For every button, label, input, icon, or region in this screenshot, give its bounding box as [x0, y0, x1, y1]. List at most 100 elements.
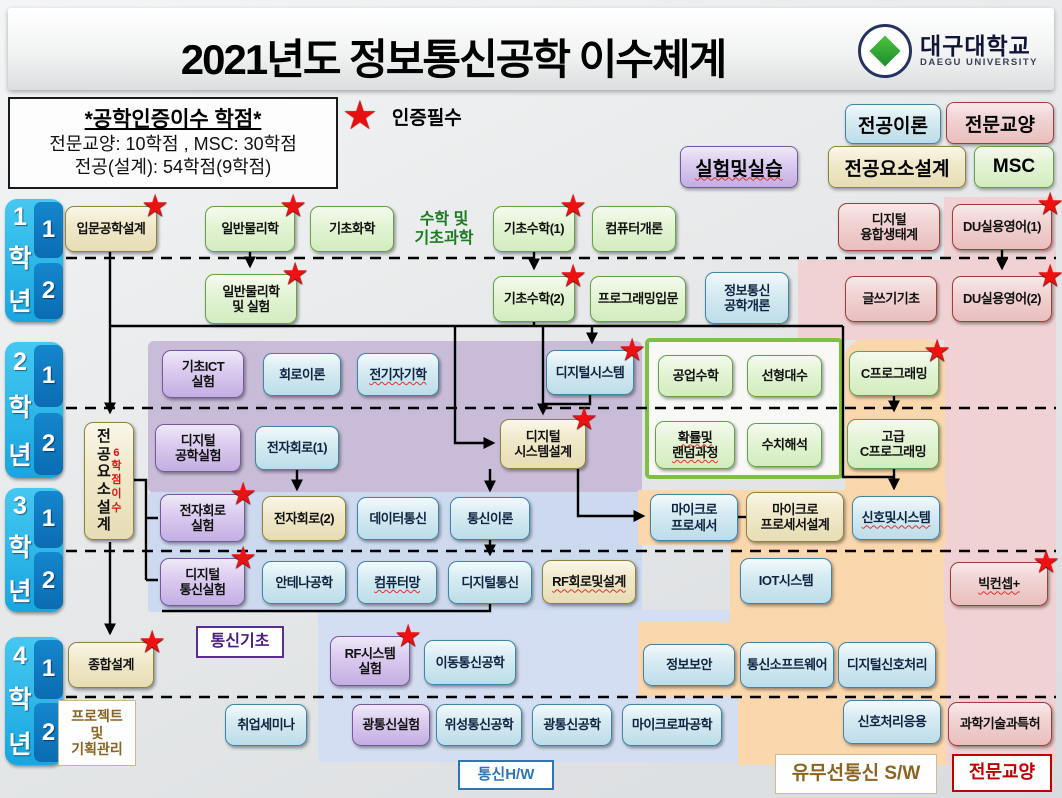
course-label: 디지털신호처리: [847, 657, 928, 672]
course-box: 전자회로(2): [262, 496, 346, 541]
course-label: 기초수학(1): [504, 221, 565, 236]
course-label-line: 시스템설계: [514, 444, 572, 459]
course-label: 전자회로 실험: [180, 503, 226, 534]
course-label: 선형대수: [762, 368, 808, 383]
course-box: ★ 빅컨셉+: [950, 546, 1060, 606]
course-box: 전자회로(1): [255, 426, 339, 470]
course-label: 이동통신공학: [436, 655, 505, 670]
course-label: 취업세미나: [237, 717, 295, 732]
year-char: 4: [13, 641, 27, 670]
course-label-line: 공학실험: [175, 448, 221, 463]
group-label: 수학 및 기초과학: [398, 207, 490, 251]
course-label-line: 고급: [881, 428, 905, 444]
course-label-line: 컴퓨터개론: [605, 221, 663, 237]
course-label-line: 마이크로파공학: [631, 717, 713, 733]
course-box: 기초화학: [310, 206, 394, 252]
course-box: 통신이론: [450, 497, 530, 540]
group-label-line: 및: [90, 724, 104, 741]
course-label-line: 마이크로: [772, 501, 818, 517]
char: 계: [97, 516, 111, 534]
star-note: ★ 인증필수: [342, 96, 462, 136]
course-box: ★ RF시스템 실험: [330, 620, 422, 686]
char: 학: [111, 460, 121, 473]
course-label: IOT시스템: [759, 573, 814, 588]
year-char: 년: [8, 578, 32, 607]
group-label-line: 기획관리: [71, 741, 123, 758]
course-label-line: 안테나공학: [275, 574, 333, 590]
required-star-icon: ★: [141, 188, 169, 223]
course-label-line: DU실용영어(2): [962, 291, 1042, 307]
course-label: 일반물리학 및 실험: [222, 283, 280, 315]
required-star-icon: ★: [1032, 544, 1060, 579]
course-box: 디지털 공학실험: [155, 424, 241, 472]
course-label-line: 선형대수: [761, 368, 808, 384]
course-box: 회로이론: [263, 353, 341, 396]
course-label-line: 일반물리학: [222, 283, 280, 299]
course-label-line: 통신이론: [467, 510, 513, 526]
course-label: 디지털 융합생태계: [860, 212, 918, 243]
course-label-line: 통신실험: [179, 582, 226, 597]
course-label-line: 실험: [191, 374, 215, 389]
course-box: 확률및 랜덤과정: [655, 421, 735, 469]
char: 공: [97, 445, 111, 463]
course-label-line: 실험: [191, 518, 214, 533]
year-char: 2: [13, 347, 27, 376]
university-name-en: DAEGU UNIVERSITY: [920, 57, 1038, 69]
course-label: RF시스템 실험: [345, 646, 396, 677]
course-label-line: 기초화학: [329, 221, 375, 237]
course-label-line: 전기자기학: [369, 366, 427, 382]
course-label-line: 프로세서: [671, 517, 717, 533]
university-seal-icon: [858, 24, 913, 78]
course-box: 수치해석: [747, 423, 822, 467]
university-name: 대구대학교: [920, 32, 1031, 59]
required-star-icon: ★: [570, 401, 598, 436]
year-char: 학: [8, 394, 32, 423]
group-label-line: 통신기초: [210, 633, 270, 651]
course-label: 위성통신공학: [445, 717, 514, 732]
course-label-line: 전자회로: [179, 502, 226, 518]
course-label: RF회로및설계: [552, 574, 626, 589]
course-box: ★ 기초수학(2): [493, 260, 587, 322]
legend-box: 전공이론: [845, 104, 941, 144]
group-label-text: 유무선통신 S/W: [792, 763, 921, 786]
char: 설: [97, 498, 111, 516]
course-label: 디지털통신: [461, 575, 519, 590]
course-label-line: C프로그래밍: [860, 365, 928, 381]
university-logo: 대구대학교 DAEGU UNIVERSITY: [858, 24, 1038, 78]
course-label: 고급 C프로그래밍: [860, 428, 927, 460]
legend-box: MSC: [974, 146, 1054, 188]
course-label: 전기자기학: [369, 366, 427, 382]
course-box: ★ 기초수학(1): [493, 190, 587, 252]
required-star-icon: ★: [229, 476, 257, 511]
legend-box: 실험및실습: [680, 146, 798, 188]
course-box: 기초ICT 실험: [162, 350, 244, 398]
year-char: 년: [8, 730, 32, 759]
course-box: 정보통신 공학개론: [705, 272, 789, 324]
course-label-line: 이동통신공학: [435, 654, 505, 670]
group-label: 프로젝트 및 기획관리: [58, 700, 136, 766]
course-label: 정보통신 공학개론: [724, 283, 770, 314]
course-label: 빅컨셉+: [978, 576, 1020, 592]
course-box: 공업수학: [658, 355, 733, 397]
course-label: 신호및시스템: [862, 510, 931, 525]
year-char: 학: [8, 685, 32, 714]
course-label-line: 랜덤과정: [672, 445, 718, 460]
course-box: 광통신실험: [352, 704, 430, 746]
required-star-icon: ★: [342, 94, 378, 138]
legend-label: MSC: [992, 156, 1036, 177]
course-box: ★ 디지털 시스템설계: [500, 403, 598, 469]
course-label-line: 빅컨셉+: [978, 576, 1020, 592]
course-box: ★ DU실용영어(1): [952, 188, 1062, 250]
course-box: 마이크로 프로세서: [650, 494, 738, 541]
group-label-text: 프로젝트 및 기획관리: [71, 708, 123, 758]
